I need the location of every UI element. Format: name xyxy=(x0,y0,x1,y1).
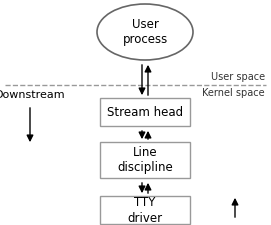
Text: User space: User space xyxy=(211,72,265,82)
Text: Kernel space: Kernel space xyxy=(202,88,265,98)
Text: Downstream: Downstream xyxy=(0,90,65,100)
Ellipse shape xyxy=(97,4,193,60)
Text: User
process: User process xyxy=(122,18,168,47)
Text: Stream head: Stream head xyxy=(107,106,183,119)
Bar xyxy=(100,142,190,178)
Bar xyxy=(100,196,190,224)
Bar xyxy=(100,98,190,126)
Text: Line
discipline: Line discipline xyxy=(117,146,173,175)
Text: TTY
driver: TTY driver xyxy=(127,196,163,225)
